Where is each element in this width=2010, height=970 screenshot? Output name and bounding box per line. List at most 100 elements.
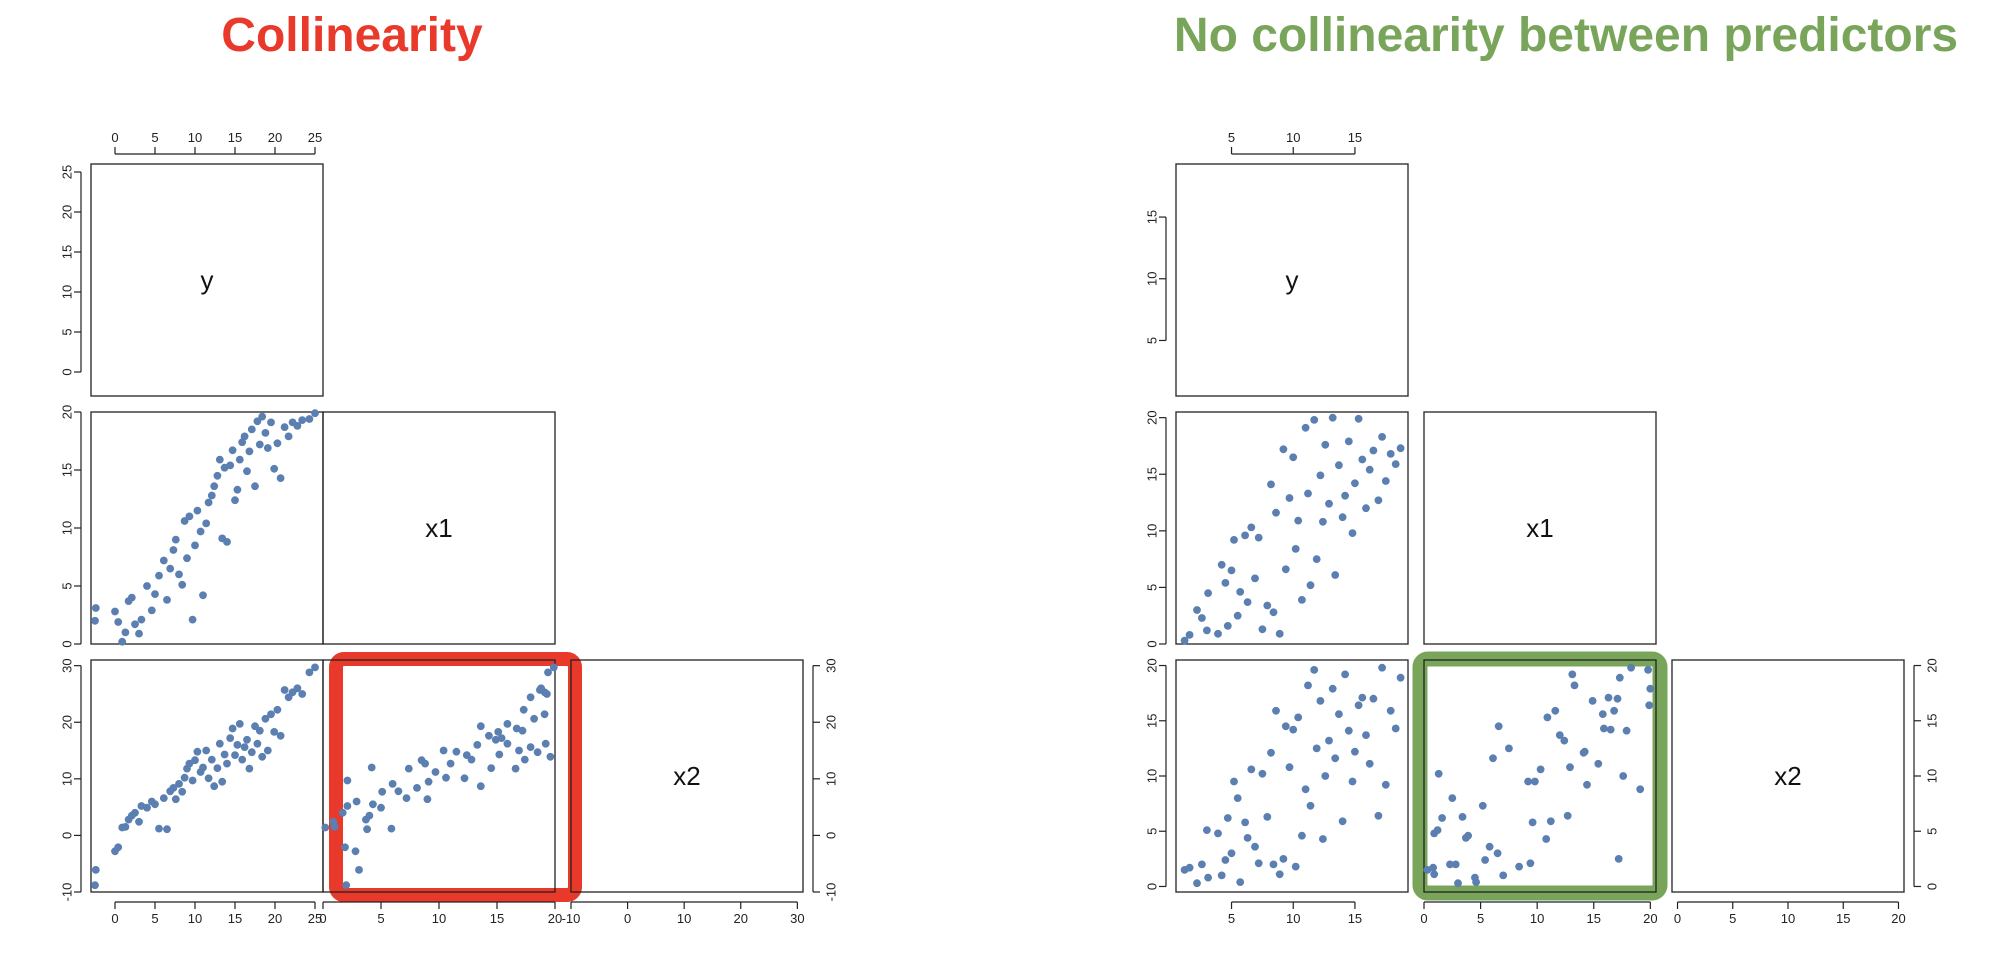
data-point [1338,817,1347,826]
data-point [247,425,256,434]
diagonal-panel-y: y [1175,163,1409,397]
data-point [1275,629,1284,638]
data-point [143,582,151,590]
data-point [1598,710,1607,718]
tick-label: 0 [624,911,631,926]
data-point [1570,681,1579,690]
data-point [261,429,270,437]
data-point [280,423,289,431]
data-point [1646,684,1655,693]
tick-label: 20 [59,205,74,219]
data-point [143,803,151,812]
data-point [178,580,187,589]
data-point [1291,545,1300,553]
data-point [1438,814,1446,822]
data-point [1306,801,1315,810]
data-point [245,764,254,773]
data-point [191,756,199,765]
data-point [305,668,314,677]
data-point [243,467,251,476]
data-point [178,787,187,796]
data-point [1204,873,1212,882]
data-point [1306,581,1315,590]
data-point [1289,725,1298,734]
data-point [1241,531,1249,540]
data-point [175,570,183,579]
tick-label: 15 [228,130,242,145]
data-point [526,743,535,751]
data-point [1254,533,1263,542]
data-point [1604,693,1613,702]
panel-frame [1175,411,1409,645]
axis-x2-left: 0 5 10 15 20 [1144,658,1167,890]
axis-x2-right: -10 0 10 20 30 [812,658,838,902]
tick-label: 0 [59,368,74,375]
tick-label: 5 [1477,911,1484,926]
data-point [298,416,307,424]
data-point [431,768,440,776]
data-point [261,714,270,723]
data-point [267,418,275,427]
tick-label: 15 [1348,130,1362,145]
data-point [1304,681,1312,690]
diagonal-panel-y: y [90,163,324,397]
data-point [1281,722,1290,731]
tick-label: 30 [823,658,838,672]
data-point [543,690,551,698]
data-point [223,759,231,768]
tick-label: 20 [1144,410,1159,424]
data-point [439,746,448,755]
data-point [207,491,216,500]
data-point [1258,625,1267,634]
tick-label: 0 [1144,883,1159,890]
tick-label: 20 [1144,658,1159,672]
data-point [352,797,361,806]
data-point [1331,754,1340,763]
data-point [343,776,352,785]
data-point [199,763,207,772]
data-point [1600,724,1608,733]
data-point [171,535,180,544]
scatter-panel-x2-vs-y [90,659,324,893]
data-point [1551,706,1560,715]
tick-label: -10 [823,883,838,902]
data-point [329,817,338,826]
data-point [91,866,100,874]
data-point [1378,433,1386,441]
data-point [1351,747,1359,756]
data-point [1481,856,1489,864]
data-point [210,482,219,491]
axis-y-bottom: 5 10 15 [1228,901,1362,926]
data-point [549,663,558,672]
data-point [1627,663,1635,672]
data-point [202,746,211,755]
data-point [1430,829,1439,838]
data-point [233,485,242,494]
data-point [1351,479,1359,488]
tick-label: 10 [1286,130,1300,145]
data-point [476,782,485,791]
data-point [215,455,224,464]
data-point [1193,879,1201,888]
tick-label: 10 [1144,769,1159,783]
data-point [247,748,256,757]
pairs-plot-right: y x1 x2 5 10 15 5 10 15 0 5 10 15 20 0 5 10 15 20 0 5 10 15 20 5… [1144,130,1939,926]
tick-label: 20 [268,130,282,145]
axis-x2-left: -10 0 10 20 30 [59,658,82,901]
data-point [255,726,264,735]
data-point [511,764,520,773]
data-point [169,784,178,792]
scatter-panel-x2-vs-x1 [321,659,558,893]
panel-frame [90,163,324,397]
data-point [213,471,222,480]
data-point [1294,713,1303,722]
data-point [519,705,528,714]
data-point [111,607,119,616]
tick-label: 10 [1286,911,1300,926]
tick-label: 10 [188,130,202,145]
data-point [311,663,319,672]
highlight-frame-x2-vs-x1 [1412,651,1668,901]
data-point [1316,697,1325,705]
panel-frame [570,659,804,893]
